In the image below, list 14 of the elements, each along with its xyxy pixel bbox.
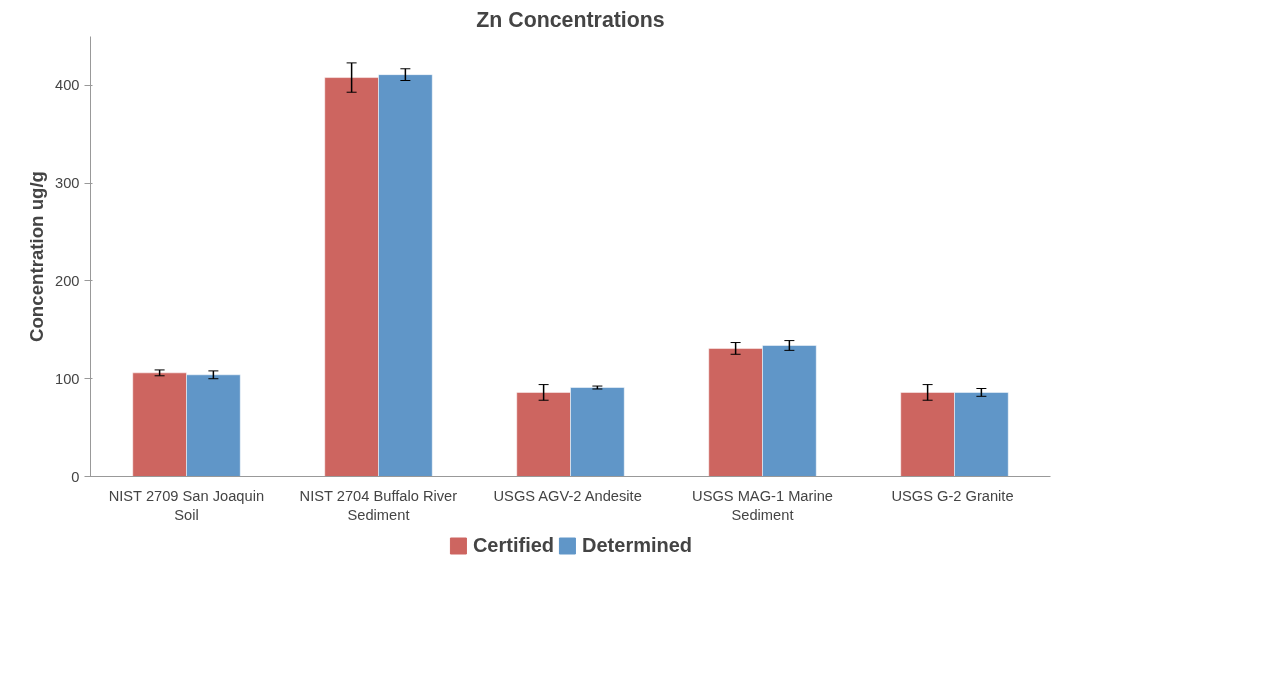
y-tick-label: 400 [55, 77, 80, 94]
y-tick-label: 200 [55, 272, 80, 289]
legend-label: Certified [472, 533, 555, 557]
y-tick-label: 300 [55, 175, 80, 192]
y-axis-title: Concentration ug/g [26, 170, 48, 342]
y-tick-label: 100 [55, 370, 80, 387]
legend-label: Determined [582, 533, 693, 557]
x-tick-label: NIST 2709 San Joaquin Soil [108, 487, 265, 523]
x-tick-label: USGS AGV-2 Andesite [493, 487, 642, 504]
y-tick-label: 0 [71, 468, 80, 485]
chart-title: Zn Concentrations [476, 7, 665, 32]
x-tick-label: NIST 2704 Buffalo River Sediment [299, 487, 458, 523]
x-tick-label: USGS MAG-1 Marine Sediment [692, 487, 833, 523]
x-tick-label: USGS G-2 Granite [891, 487, 1014, 504]
